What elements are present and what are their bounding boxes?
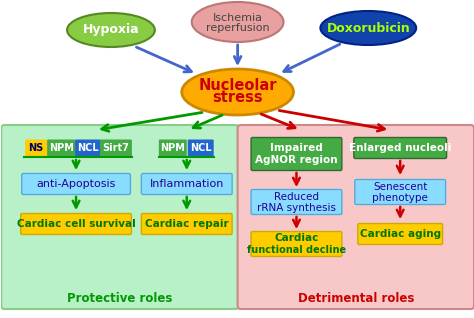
Text: Sirt7: Sirt7 [102, 143, 129, 153]
Text: anti-Apoptosis: anti-Apoptosis [36, 179, 116, 189]
Text: rRNA synthesis: rRNA synthesis [257, 203, 336, 213]
Text: reperfusion: reperfusion [206, 23, 269, 33]
Text: Detrimental roles: Detrimental roles [298, 292, 414, 305]
Ellipse shape [192, 2, 283, 42]
Text: NPM: NPM [49, 143, 73, 153]
FancyBboxPatch shape [100, 140, 132, 156]
Text: Inflammation: Inflammation [150, 179, 224, 189]
FancyBboxPatch shape [21, 213, 131, 234]
Text: AgNOR region: AgNOR region [255, 155, 338, 165]
Text: Senescent: Senescent [373, 182, 428, 192]
Text: NS: NS [28, 143, 44, 153]
Text: Cardiac cell survival: Cardiac cell survival [17, 219, 136, 229]
Text: Cardiac: Cardiac [274, 233, 319, 243]
Text: phenotype: phenotype [372, 193, 428, 203]
FancyBboxPatch shape [1, 125, 238, 309]
FancyBboxPatch shape [251, 190, 342, 215]
FancyBboxPatch shape [159, 140, 187, 156]
Text: functional decline: functional decline [247, 245, 346, 255]
FancyBboxPatch shape [251, 232, 342, 257]
Text: Cardiac aging: Cardiac aging [360, 229, 441, 239]
FancyBboxPatch shape [25, 140, 47, 156]
FancyBboxPatch shape [358, 224, 443, 245]
Text: Reduced: Reduced [274, 192, 319, 202]
FancyBboxPatch shape [141, 213, 232, 234]
FancyBboxPatch shape [75, 140, 101, 156]
FancyBboxPatch shape [237, 125, 474, 309]
FancyBboxPatch shape [47, 140, 75, 156]
Text: Cardiac repair: Cardiac repair [145, 219, 228, 229]
Text: NCL: NCL [190, 143, 211, 153]
Ellipse shape [320, 11, 416, 45]
Text: Nucleolar: Nucleolar [199, 79, 277, 93]
FancyBboxPatch shape [141, 174, 232, 195]
Ellipse shape [67, 13, 155, 47]
Text: NPM: NPM [160, 143, 185, 153]
Text: Ischemia: Ischemia [213, 13, 263, 23]
FancyBboxPatch shape [354, 137, 447, 158]
Text: stress: stress [212, 91, 263, 106]
FancyBboxPatch shape [355, 179, 446, 204]
Text: Impaired: Impaired [270, 143, 323, 153]
Text: Enlarged nucleoli: Enlarged nucleoli [349, 143, 451, 153]
Text: Doxorubicin: Doxorubicin [327, 22, 410, 34]
Ellipse shape [182, 69, 293, 115]
FancyBboxPatch shape [251, 137, 342, 170]
Text: Hypoxia: Hypoxia [82, 24, 139, 37]
FancyBboxPatch shape [188, 140, 214, 156]
Text: NCL: NCL [77, 143, 99, 153]
Text: Protective roles: Protective roles [67, 292, 173, 305]
FancyBboxPatch shape [22, 174, 130, 195]
